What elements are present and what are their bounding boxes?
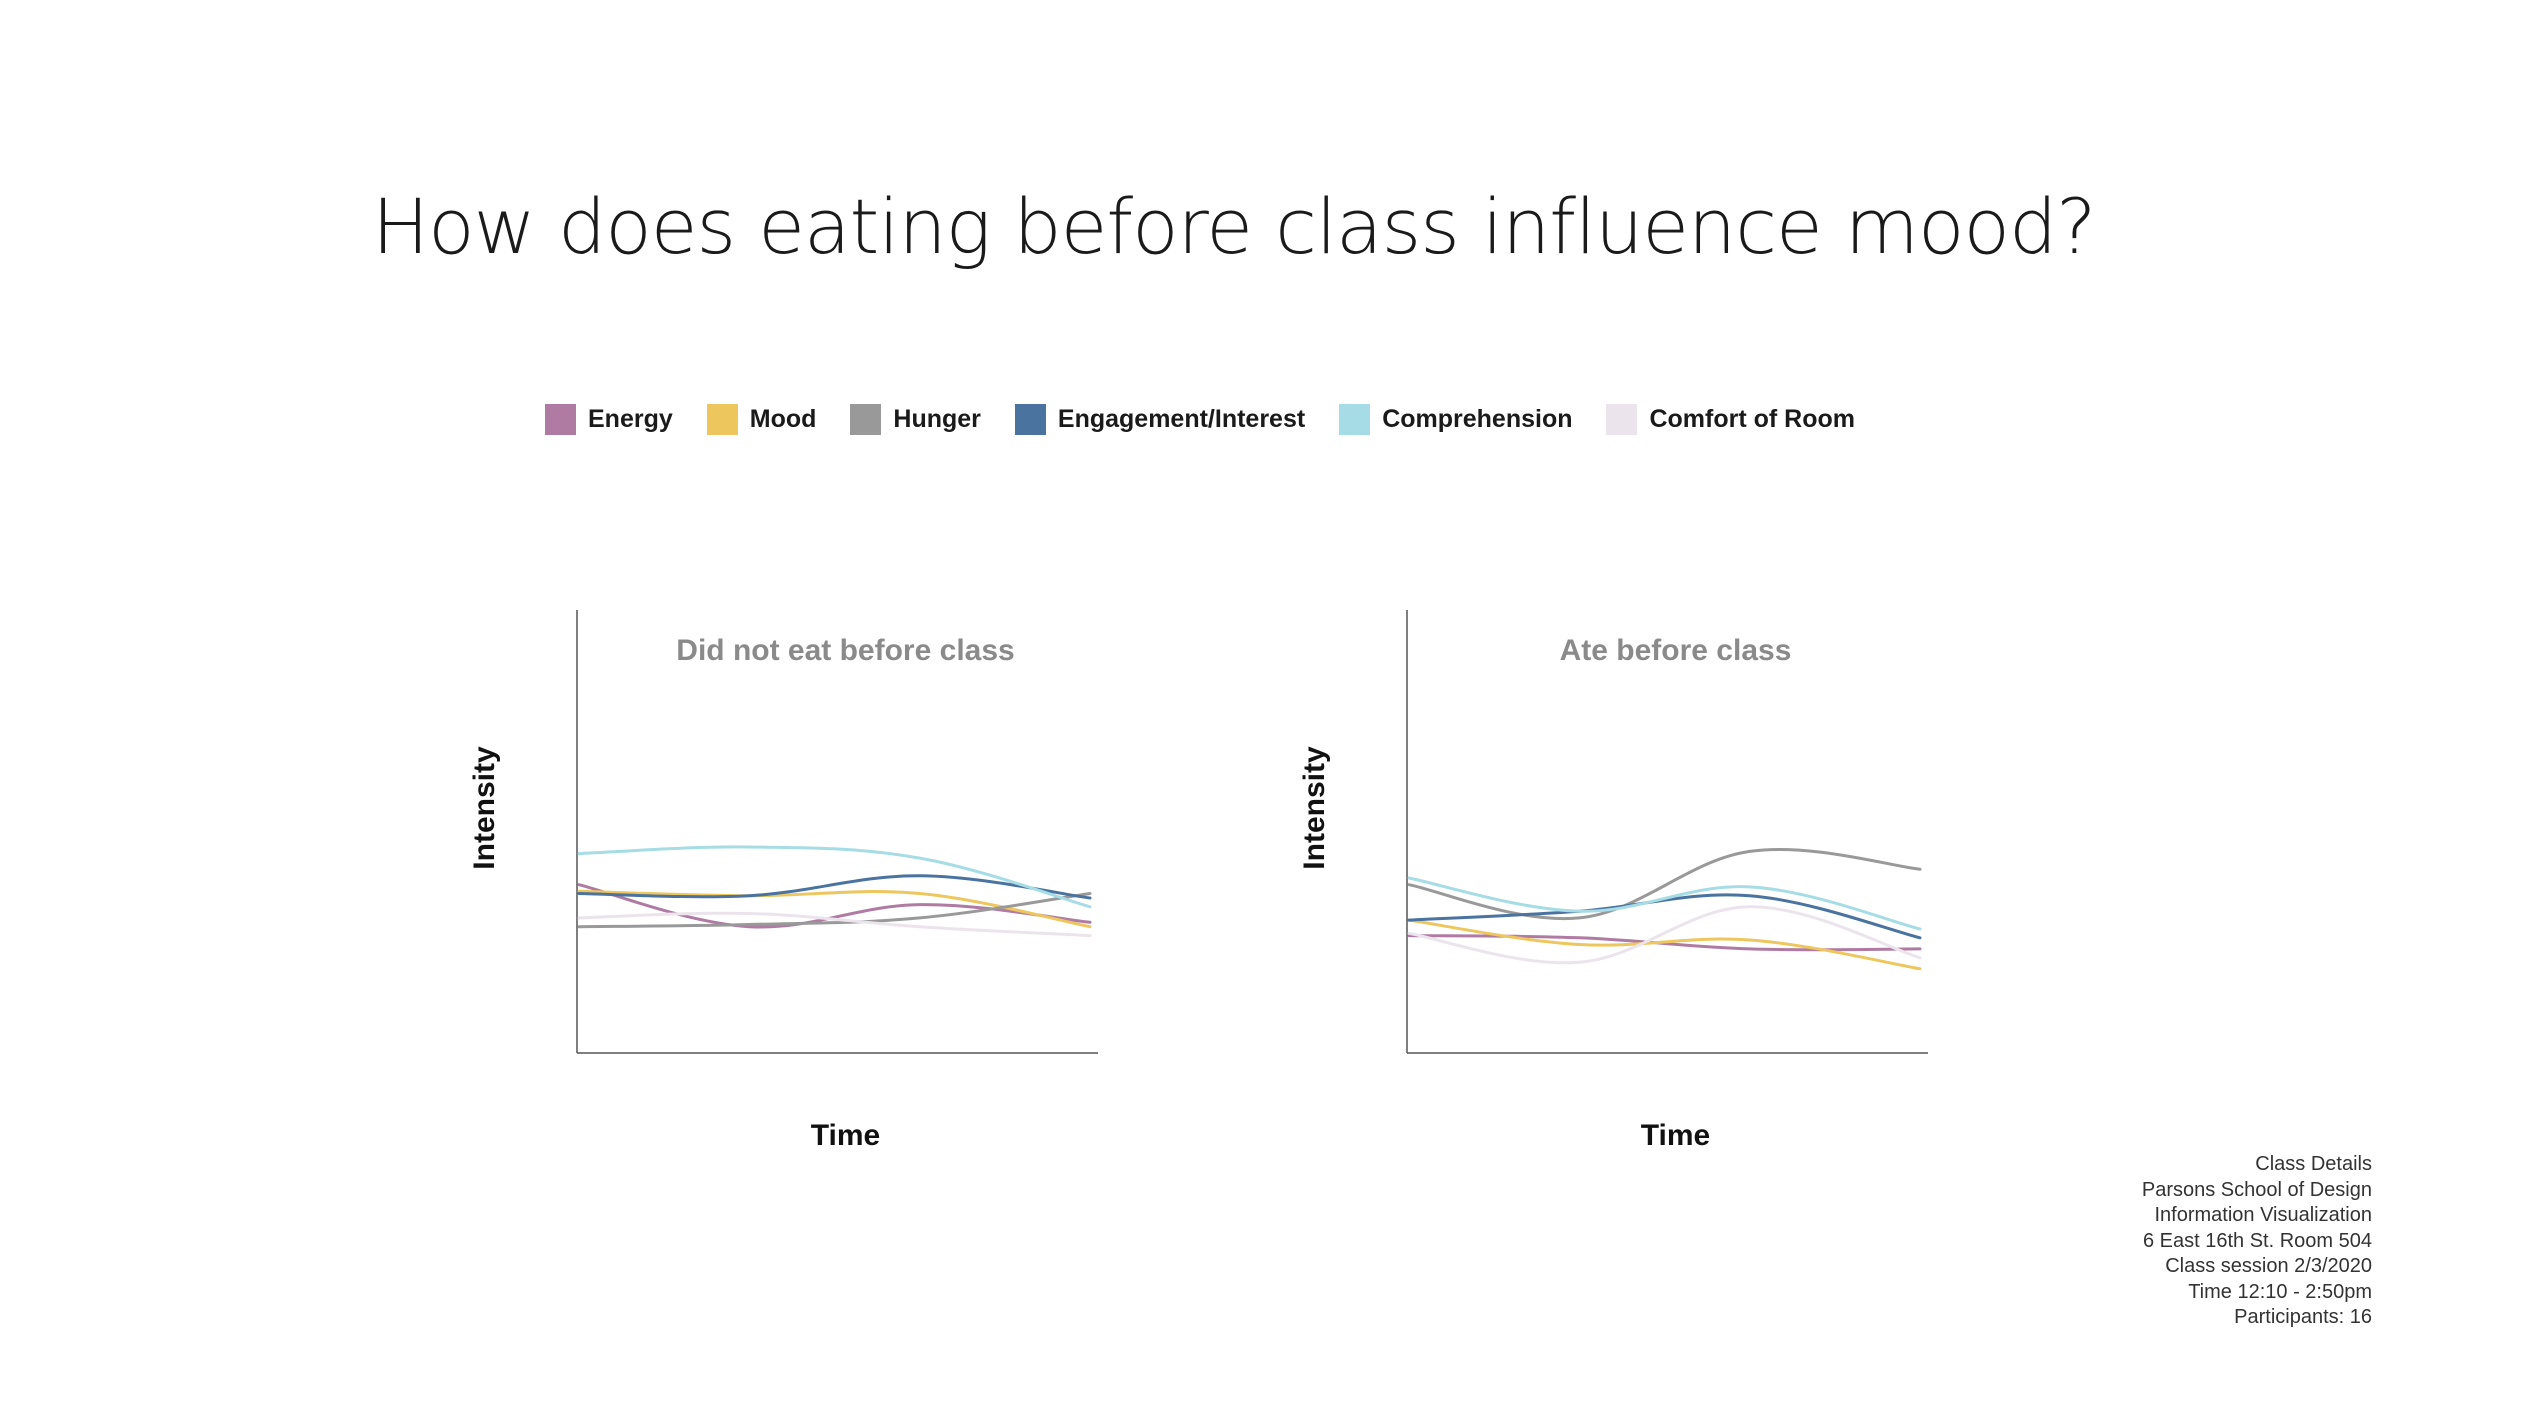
class-details-line: 6 East 16th St. Room 504 (2142, 1229, 2372, 1252)
series-line-energy (1407, 934, 1922, 952)
page-title: How does eating before class influence m… (372, 182, 2097, 271)
class-details-line: Information Visualization (2154, 1204, 2372, 1226)
legend-label: Engagement/Interest (1057, 404, 1306, 433)
chart-title: Did not eat before class (676, 634, 1014, 667)
series-line-comfort-of-room (1407, 905, 1922, 965)
legend-swatch-comfort-of-room (1606, 403, 1638, 435)
series-line-comprehension (577, 845, 1092, 909)
legend-label: Comfort of Room (1649, 404, 1856, 433)
class-details-heading: Class Details (2255, 1153, 2372, 1175)
legend: Energy Mood Hunger Engagement/Interest Compr… (545, 402, 1889, 436)
legend-label: Energy (588, 404, 673, 433)
legend-swatch-hunger (850, 403, 882, 435)
legend-label: Comprehension (1382, 404, 1573, 433)
chart-did-not-eat-before-class: Did not eat before class Time Intensity (468, 610, 1098, 1152)
series-line-engagement-interest (1407, 893, 1922, 940)
class-details-line: Parsons School of Design (2141, 1178, 2372, 1201)
legend-item-energy: Energy (545, 403, 673, 435)
series-line-mood (1407, 918, 1922, 971)
class-details: Class Details Parsons School of Design Inf… (2142, 1152, 2372, 1331)
series-line-hunger (1407, 847, 1922, 921)
legend-swatch-mood (706, 403, 738, 435)
legend-label: Hunger (893, 404, 981, 433)
y-axis-label: Intensity (468, 746, 501, 870)
legend-item-comprehension: Comprehension (1339, 403, 1573, 435)
legend-item-hunger: Hunger (850, 403, 981, 435)
series-line-engagement-interest (577, 874, 1092, 900)
legend-item-mood: Mood (706, 403, 817, 435)
series-line-energy (577, 883, 1092, 929)
series-line-comfort-of-room (577, 911, 1092, 938)
y-axis-label: Intensity (1298, 746, 1331, 870)
x-axis-label: Time (1641, 1119, 1710, 1152)
legend-swatch-comprehension (1339, 403, 1371, 435)
class-details-line: Time 12:10 - 2:50pm (2188, 1280, 2372, 1303)
legend-item-comfort-of-room: Comfort of Room (1606, 403, 1856, 435)
legend-swatch-engagement-interest (1014, 403, 1046, 435)
series-line-comprehension (1407, 876, 1922, 931)
series-line-hunger (577, 892, 1092, 929)
legend-label: Mood (749, 404, 817, 433)
legend-item-engagement-interest: Engagement/Interest (1014, 403, 1306, 435)
class-details-line: Participants: 16 (2234, 1306, 2372, 1328)
class-details-line: Class session 2/3/2020 (2165, 1255, 2372, 1277)
x-axis-label: Time (811, 1119, 880, 1152)
series-line-mood (577, 889, 1092, 929)
legend-swatch-energy (545, 403, 576, 435)
chart-title: Ate before class (1560, 634, 1792, 667)
chart-ate-before-class: Ate before class Time Intensity (1298, 610, 1928, 1152)
